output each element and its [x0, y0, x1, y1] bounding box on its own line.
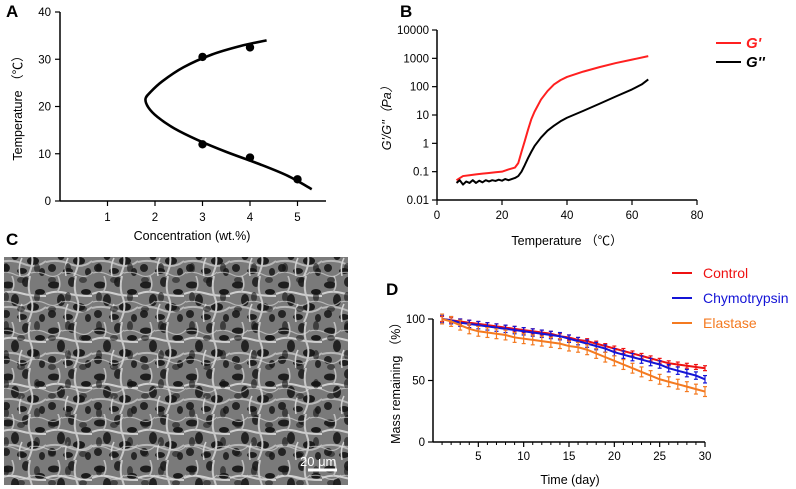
- a-x-tick-label: 1: [104, 212, 110, 224]
- d-series-elastase-line: [441, 318, 706, 393]
- b-x-tick-label: 20: [496, 210, 509, 222]
- d-y-tick-label: 100: [406, 314, 425, 326]
- b-x-axis-label: Temperature （℃）: [511, 234, 622, 248]
- panel-letter-a: A: [6, 2, 18, 21]
- a-data-point: [293, 175, 302, 184]
- b-x-tick-label: 80: [691, 210, 704, 222]
- d-series-chymotrypsin-line: [441, 318, 706, 381]
- d-legend-label-elastase: Elastase: [703, 315, 757, 331]
- d-x-tick-label: 25: [653, 451, 666, 463]
- b-y-tick-label: 0.1: [413, 167, 429, 179]
- a-x-tick-label: 4: [247, 212, 254, 224]
- b-series-gprime-line: [455, 55, 649, 182]
- a-y-tick-label: 40: [38, 7, 51, 19]
- d-y-tick-label: 0: [419, 437, 425, 449]
- a-y-axis-label: Temperature （℃）: [11, 49, 25, 160]
- a-y-tick-label: 0: [45, 196, 51, 208]
- panel-c: C 20 μm: [4, 230, 348, 485]
- b-legend-label-gdoubleprime: G'': [746, 54, 765, 71]
- d-y-tick-label: 50: [412, 376, 425, 388]
- d-x-tick-label: 30: [699, 451, 712, 463]
- scale-bar-label: 20 μm: [300, 454, 336, 469]
- d-x-tick-label: 15: [563, 451, 576, 463]
- panel-d: D 5 10 15 20 25 30 0 50 100 Time (day) Mass rema…: [386, 265, 789, 487]
- a-x-tick-label: 3: [199, 212, 205, 224]
- b-x-tick-label: 0: [434, 210, 440, 222]
- b-y-tick-label: 1000: [403, 53, 429, 65]
- a-data-point: [198, 52, 207, 62]
- panel-letter-b: B: [400, 2, 412, 21]
- sem-micrograph: [4, 257, 348, 485]
- b-x-tick-label: 40: [561, 210, 574, 222]
- b-y-tick-label: 10000: [397, 25, 429, 37]
- a-x-tick-label: 2: [152, 212, 158, 224]
- d-y-axis-label: Mass remaining （%）: [389, 316, 403, 444]
- d-x-tick-label: 5: [475, 451, 481, 463]
- panel-letter-d: D: [386, 280, 398, 299]
- panel-b: B 0 20 40 60 80 0.01 0.1 1 10 100 1000 10000 Temper…: [380, 2, 765, 248]
- a-fit-curve: [144, 39, 313, 191]
- b-y-tick-label: 0.01: [407, 195, 429, 207]
- b-x-tick-label: 60: [626, 210, 639, 222]
- b-y-tick-label: 10: [416, 110, 429, 122]
- a-data-point: [245, 43, 255, 52]
- b-legend: G' G'': [716, 35, 765, 71]
- d-legend: Control Chymotrypsin Elastase: [672, 265, 789, 331]
- b-series-gdoubleprime-line: [455, 78, 649, 186]
- a-data-point: [198, 140, 207, 149]
- a-y-tick-label: 30: [38, 54, 51, 66]
- a-y-tick-label: 10: [38, 149, 51, 161]
- b-y-tick-label: 1: [423, 138, 429, 150]
- d-legend-label-chymotrypsin: Chymotrypsin: [703, 290, 789, 306]
- panel-letter-c: C: [6, 230, 18, 249]
- d-x-tick-label: 20: [608, 451, 621, 463]
- d-legend-label-control: Control: [703, 265, 748, 281]
- b-y-tick-label: 100: [410, 82, 429, 94]
- b-y-axis-label: G'/G''（Pa）: [380, 80, 394, 150]
- a-x-tick-label: 5: [294, 212, 300, 224]
- d-x-tick-label: 10: [517, 451, 530, 463]
- a-data-point: [245, 153, 255, 162]
- b-legend-label-gprime: G': [746, 35, 762, 52]
- panel-a: A 1 2 3 4 5 0 10 20 30 40 Concentration (wt.%) Te…: [6, 2, 326, 243]
- a-x-axis-label: Concentration (wt.%): [134, 229, 251, 243]
- a-y-tick-label: 20: [38, 102, 51, 114]
- d-x-axis-label: Time (day): [540, 473, 599, 487]
